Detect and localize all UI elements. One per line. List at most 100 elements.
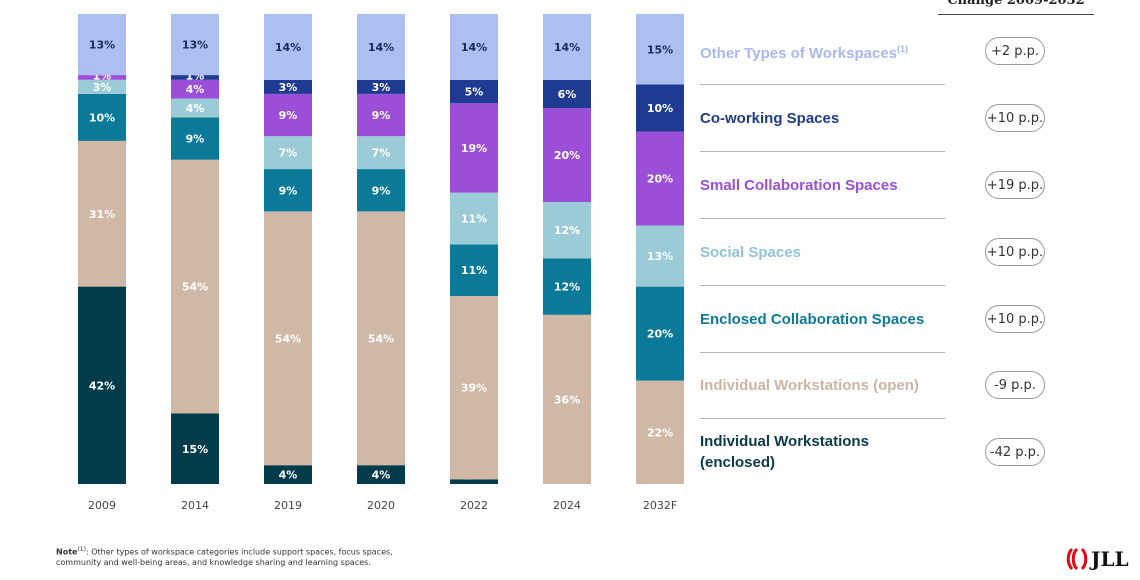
- bar-segment-2024-6: [543, 14, 591, 80]
- legend-label: Other Types of Workspaces(1): [700, 43, 909, 62]
- bar-segment-2032F-5: [636, 84, 684, 132]
- bar-segment-2020-5: [357, 79, 405, 94]
- data-label-2019-6: 14%: [275, 41, 301, 54]
- data-label-2022-1: 39%: [461, 382, 487, 395]
- bar-segment-2020-1: [357, 211, 405, 466]
- bar-segment-2020-0: [357, 465, 405, 484]
- legend-label: Individual Workstations (open): [700, 376, 919, 394]
- bar-segment-2032F-1: [636, 380, 684, 484]
- note-superscript: (1): [77, 546, 86, 553]
- x-tick-label-2014: 2014: [181, 499, 209, 512]
- data-label-2014-3: 4%: [186, 102, 205, 115]
- x-tick-label-2009: 2009: [88, 499, 116, 512]
- data-label-2024-1: 36%: [554, 393, 580, 406]
- bar-segment-2022-3: [450, 192, 498, 245]
- x-tick-label-2022: 2022: [460, 499, 488, 512]
- legend-divider: [700, 418, 945, 419]
- data-label-2022-5: 5%: [465, 86, 484, 99]
- x-tick-label-2019: 2019: [274, 499, 302, 512]
- bar-segment-2019-3: [264, 136, 312, 170]
- bar-segment-2019-4: [264, 93, 312, 137]
- data-label-2022-4: 19%: [461, 142, 487, 155]
- bar-segment-2024-4: [543, 108, 591, 202]
- bar-segment-2020-4: [357, 93, 405, 137]
- legend-item: Individual Workstations (enclosed): [700, 430, 945, 474]
- data-label-2032F-4: 20%: [647, 173, 673, 186]
- data-label-2019-2: 9%: [279, 184, 298, 197]
- data-label-2032F-3: 13%: [647, 250, 673, 263]
- bar-segment-2020-6: [357, 14, 405, 80]
- footnote: Note(1): Other types of workspace catego…: [56, 545, 393, 568]
- data-label-2019-5: 3%: [279, 81, 298, 94]
- change-badge: -9 p.p.: [985, 371, 1045, 399]
- bar-segment-2024-2: [543, 258, 591, 315]
- legend-superscript: (1): [897, 43, 909, 54]
- data-label-2009-1: 31%: [89, 208, 115, 221]
- bar-segment-2014-0: [171, 413, 219, 484]
- legend-label: Small Collaboration Spaces: [700, 176, 898, 194]
- bar-segment-2024-1: [543, 314, 591, 484]
- jll-logo-icon: [1066, 547, 1088, 571]
- jll-logo-text: JLL: [1091, 547, 1129, 571]
- legend-divider: [700, 218, 945, 219]
- bar-segment-2020-3: [357, 136, 405, 170]
- bar-segment-2014-1: [171, 159, 219, 414]
- data-label-2014-6: 13%: [182, 39, 208, 52]
- x-tick-label-2032F: 2032F: [643, 499, 677, 512]
- bar-segment-2009-3: [78, 79, 126, 94]
- change-badge: +10 p.p.: [985, 305, 1045, 333]
- legend-divider: [700, 151, 945, 152]
- legend-label: Co-working Spaces: [700, 109, 840, 127]
- data-label-2009-6: 13%: [89, 39, 115, 52]
- bar-segment-2019-0: [264, 465, 312, 484]
- data-label-2019-1: 54%: [275, 332, 301, 345]
- data-label-2009-3: 3%: [93, 81, 112, 94]
- legend-divider: [700, 352, 945, 353]
- bar-segment-2009-1: [78, 140, 126, 287]
- change-column-header: Change 2009-2032: [938, 0, 1094, 15]
- legend-label: Individual Workstations (enclosed): [700, 433, 869, 471]
- bar-segment-2009-6: [78, 14, 126, 76]
- data-label-2032F-5: 10%: [647, 102, 673, 115]
- bar-segment-2024-5: [543, 79, 591, 108]
- bar-segment-2022-4: [450, 103, 498, 193]
- data-label-2024-6: 14%: [554, 41, 580, 54]
- data-label-2019-4: 9%: [279, 109, 298, 122]
- x-tick-label-2020: 2020: [367, 499, 395, 512]
- change-badge: +2 p.p.: [985, 37, 1045, 65]
- data-label-2020-5: 3%: [372, 81, 391, 94]
- bar-segment-2032F-6: [636, 14, 684, 85]
- data-label-2020-0: 4%: [372, 469, 391, 482]
- data-label-2020-4: 9%: [372, 109, 391, 122]
- bar-segment-2032F-4: [636, 131, 684, 226]
- legend-divider: [700, 84, 945, 85]
- bar-segment-2022-5: [450, 79, 498, 104]
- bar-segment-2024-3: [543, 202, 591, 259]
- bar-segment-2022-2: [450, 244, 498, 296]
- change-badge: +10 p.p.: [985, 104, 1045, 132]
- data-label-2020-2: 9%: [372, 184, 391, 197]
- data-label-2032F-6: 15%: [647, 43, 673, 56]
- data-label-2014-2: 9%: [186, 133, 205, 146]
- bar-segment-2009-0: [78, 286, 126, 484]
- data-label-2014-4: 4%: [186, 83, 205, 96]
- data-label-2014-0: 15%: [182, 443, 208, 456]
- data-label-2009-0: 42%: [89, 379, 115, 392]
- change-badge: +19 p.p.: [985, 171, 1045, 199]
- data-label-2020-1: 54%: [368, 332, 394, 345]
- bar-segment-2009-2: [78, 93, 126, 141]
- data-label-2019-3: 7%: [279, 147, 298, 160]
- data-label-2022-6: 14%: [461, 41, 487, 54]
- data-label-2024-4: 20%: [554, 149, 580, 162]
- legend-item: Other Types of Workspaces(1): [700, 29, 945, 73]
- data-label-2009-2: 10%: [89, 111, 115, 124]
- bar-segment-2022-1: [450, 296, 498, 480]
- legend-item: Small Collaboration Spaces: [700, 163, 945, 207]
- bar-segment-2022-0: [450, 479, 498, 484]
- legend-item: Co-working Spaces: [700, 96, 945, 140]
- data-label-2032F-2: 20%: [647, 328, 673, 341]
- note-line-1: : Other types of workspace categories in…: [85, 547, 393, 557]
- bar-segment-2014-5: [171, 75, 219, 80]
- legend-label: Social Spaces: [700, 243, 801, 261]
